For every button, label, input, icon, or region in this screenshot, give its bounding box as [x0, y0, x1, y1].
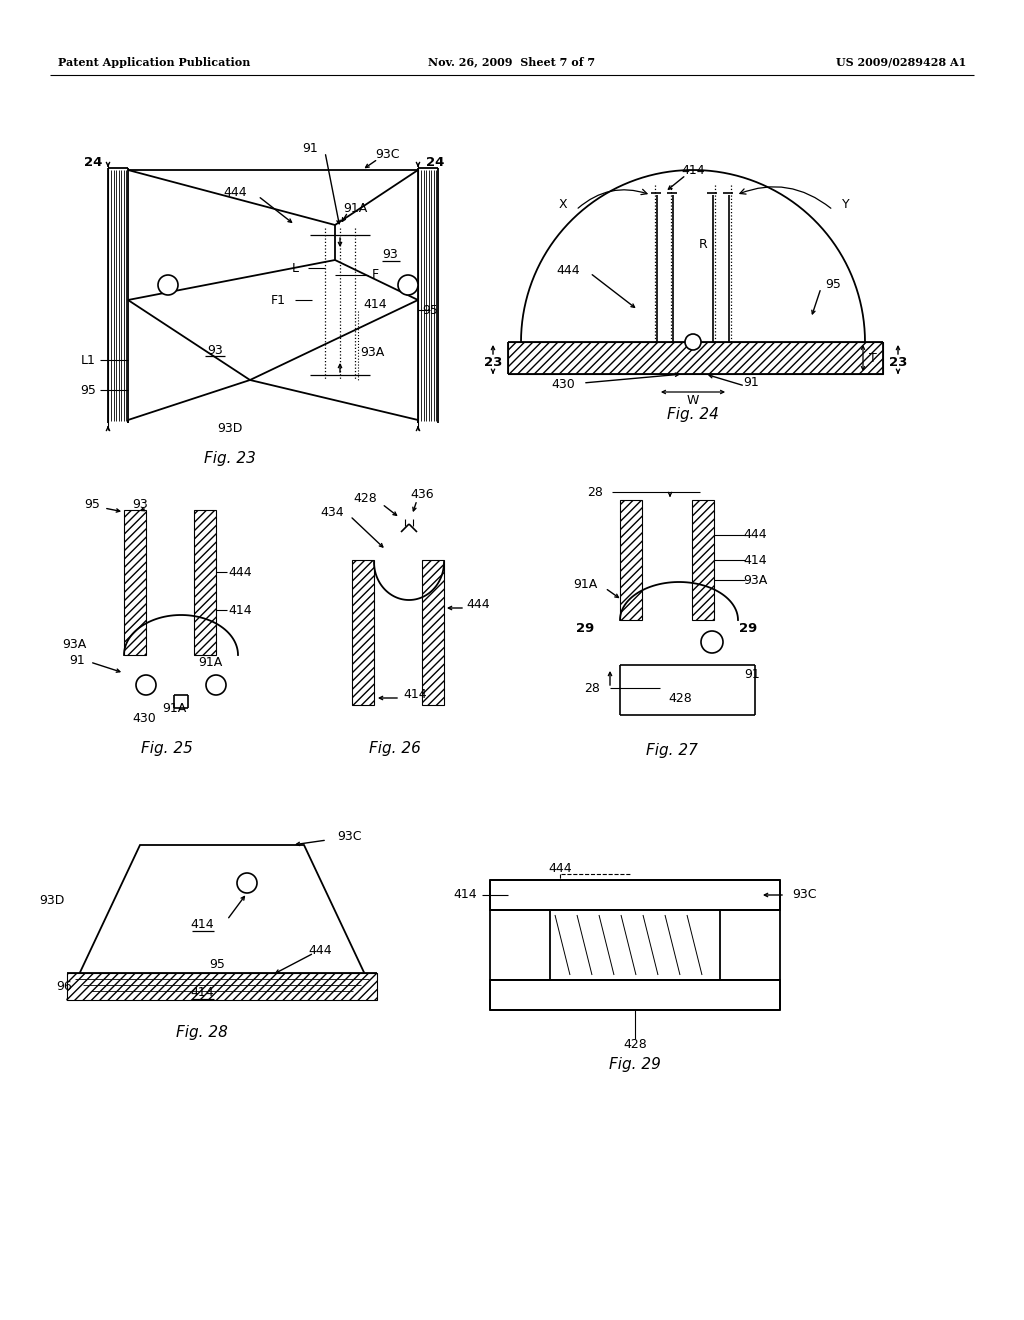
Bar [692, 500, 714, 620]
Text: Fig. 27: Fig. 27 [646, 742, 698, 758]
Text: 444: 444 [466, 598, 489, 611]
Text: 93: 93 [382, 248, 398, 261]
Text: 93A: 93A [61, 639, 86, 652]
Text: 444: 444 [743, 528, 767, 541]
Text: 444: 444 [223, 186, 247, 199]
Bar [490, 880, 780, 909]
Text: US 2009/0289428 A1: US 2009/0289428 A1 [836, 57, 966, 67]
Text: F1: F1 [270, 293, 286, 306]
Bar [352, 560, 374, 705]
Text: 434: 434 [321, 506, 344, 519]
Circle shape [398, 275, 418, 294]
Text: 436: 436 [411, 488, 434, 502]
Text: Fig. 29: Fig. 29 [609, 1057, 660, 1072]
Text: 23: 23 [889, 356, 907, 370]
Text: 428: 428 [353, 491, 377, 504]
Text: 414: 414 [190, 986, 214, 999]
Text: 93: 93 [207, 343, 223, 356]
Text: 29: 29 [575, 622, 594, 635]
Text: T: T [869, 351, 877, 364]
Text: Fig. 28: Fig. 28 [176, 1026, 228, 1040]
Bar [508, 342, 883, 374]
Circle shape [685, 334, 701, 350]
Text: 428: 428 [668, 692, 692, 705]
Text: 91A: 91A [572, 578, 597, 591]
Circle shape [237, 873, 257, 894]
Text: 414: 414 [743, 553, 767, 566]
Text: 23: 23 [483, 356, 502, 370]
Circle shape [136, 675, 156, 696]
Text: 93A: 93A [359, 346, 384, 359]
Text: 430: 430 [132, 711, 156, 725]
Text: L: L [292, 261, 299, 275]
Text: 91: 91 [743, 376, 759, 389]
Text: 444: 444 [556, 264, 580, 276]
Polygon shape [67, 845, 377, 1001]
Text: R: R [698, 239, 708, 252]
Text: 91A: 91A [198, 656, 222, 668]
Bar [124, 510, 146, 655]
Text: 414: 414 [364, 298, 387, 312]
Bar [490, 979, 780, 1010]
Text: 95: 95 [825, 279, 841, 292]
Text: Patent Application Publication: Patent Application Publication [58, 57, 251, 67]
Text: Y: Y [842, 198, 850, 211]
Text: 444: 444 [308, 944, 332, 957]
Text: Fig. 23: Fig. 23 [204, 450, 256, 466]
Text: 93: 93 [132, 498, 147, 511]
Text: 93C: 93C [337, 830, 361, 843]
Text: 444: 444 [228, 565, 252, 578]
Text: W: W [687, 393, 699, 407]
Text: 28: 28 [587, 486, 603, 499]
Text: 93A: 93A [742, 573, 767, 586]
Text: 93C: 93C [376, 149, 400, 161]
Text: Fig. 25: Fig. 25 [141, 741, 193, 755]
Text: 444: 444 [548, 862, 571, 874]
Text: 29: 29 [739, 622, 757, 635]
Text: 95: 95 [209, 958, 225, 972]
Text: 414: 414 [454, 888, 477, 902]
Text: 91A: 91A [162, 701, 186, 714]
Text: Fig. 26: Fig. 26 [369, 741, 421, 755]
Text: X: X [559, 198, 567, 211]
Text: 428: 428 [624, 1039, 647, 1052]
Text: 91A: 91A [343, 202, 368, 214]
Bar [422, 560, 444, 705]
Text: 95: 95 [80, 384, 96, 396]
Text: 96: 96 [56, 981, 72, 994]
Circle shape [701, 631, 723, 653]
Text: 91: 91 [302, 141, 317, 154]
Text: F: F [372, 268, 379, 281]
Text: 430: 430 [551, 379, 574, 392]
Text: 414: 414 [403, 689, 427, 701]
Text: Nov. 26, 2009  Sheet 7 of 7: Nov. 26, 2009 Sheet 7 of 7 [428, 57, 596, 67]
Text: 93D: 93D [217, 421, 243, 434]
Text: 24: 24 [84, 156, 102, 169]
Bar [194, 510, 216, 655]
Text: 93D: 93D [39, 894, 65, 907]
Text: 414: 414 [681, 164, 705, 177]
Text: 93C: 93C [792, 888, 816, 902]
Text: 28: 28 [584, 681, 600, 694]
Bar [620, 500, 642, 620]
Text: 91: 91 [70, 653, 85, 667]
Text: 95: 95 [84, 498, 100, 511]
Circle shape [158, 275, 178, 294]
Text: 414: 414 [190, 919, 214, 932]
Text: Fig. 24: Fig. 24 [667, 408, 719, 422]
Text: L1: L1 [81, 354, 95, 367]
Text: 414: 414 [228, 603, 252, 616]
Circle shape [206, 675, 226, 696]
Text: 95: 95 [422, 304, 438, 317]
Bar [67, 973, 377, 1001]
Text: 24: 24 [426, 156, 444, 169]
Text: 91: 91 [744, 668, 760, 681]
